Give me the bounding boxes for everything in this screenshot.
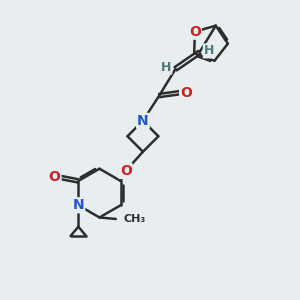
Text: N: N bbox=[73, 198, 84, 212]
Text: H: H bbox=[161, 61, 171, 74]
Text: O: O bbox=[49, 170, 61, 184]
Text: O: O bbox=[180, 85, 192, 100]
Text: O: O bbox=[189, 25, 201, 39]
Text: O: O bbox=[120, 164, 132, 178]
Text: N: N bbox=[137, 114, 149, 128]
Text: CH₃: CH₃ bbox=[123, 214, 146, 224]
Text: H: H bbox=[204, 44, 214, 57]
